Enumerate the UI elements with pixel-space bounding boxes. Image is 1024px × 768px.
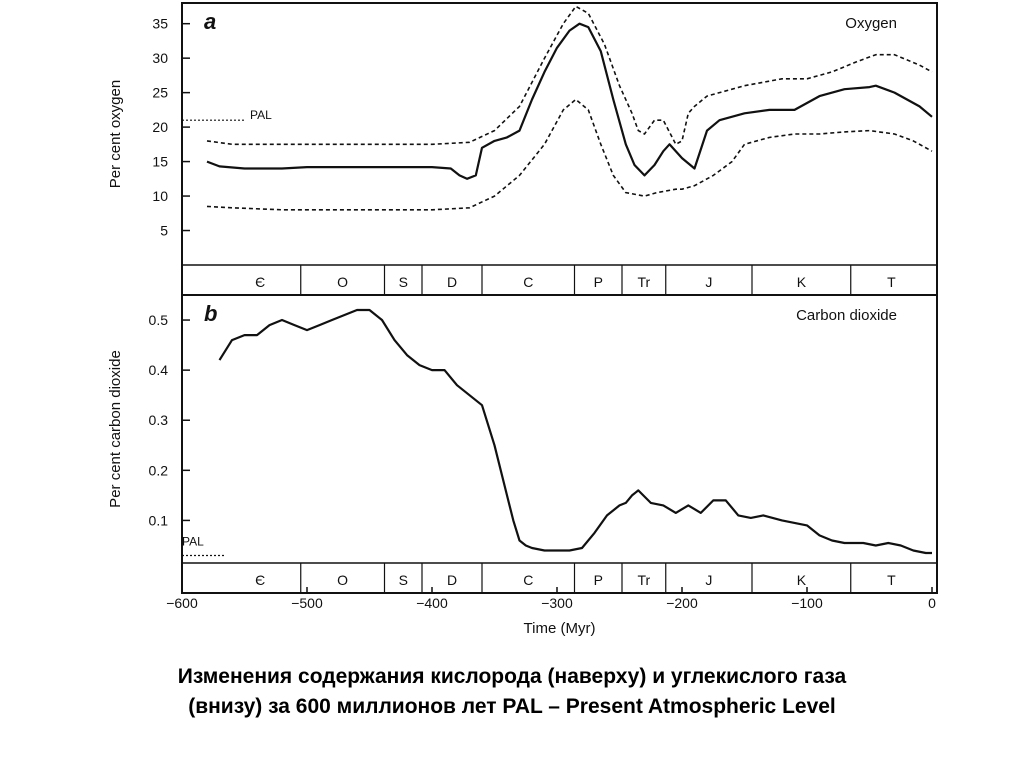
x-tick-label: 0	[928, 595, 936, 611]
period-label: Tr	[638, 572, 651, 588]
period-label: Є	[255, 572, 265, 588]
y-tick-label: 0.5	[149, 312, 169, 328]
y-tick-label: 30	[152, 50, 168, 66]
period-label: Tr	[638, 274, 651, 290]
period-label: O	[337, 572, 348, 588]
period-label: D	[447, 572, 457, 588]
y-tick-label: 25	[152, 85, 168, 101]
panel-letter: b	[204, 301, 217, 326]
series-line-main	[218, 308, 932, 555]
chart-svg: 5 10 15 20 25 30 35 Per cent oxygen a Oxygen Є O S D C…	[107, 2, 938, 637]
period-label: O	[337, 274, 348, 290]
panel-frame	[181, 294, 938, 594]
x-axis-label: Time (Myr)	[524, 620, 596, 637]
period-label: T	[887, 572, 896, 588]
y-axis-label: Per cent carbon dioxide	[107, 350, 124, 508]
figure: 5 10 15 20 25 30 35 Per cent oxygen a Oxygen Є O S D C…	[107, 2, 938, 637]
pal-label: PAL	[250, 108, 272, 122]
y-tick-label: 0.1	[149, 512, 169, 528]
panel-a: 5 10 15 20 25 30 35 Per cent oxygen a Oxygen Є O S D C…	[107, 2, 938, 296]
y-tick-label: 5	[160, 223, 168, 239]
pal-label: PAL	[182, 534, 204, 548]
period-label: K	[797, 274, 807, 290]
panel-frame	[181, 2, 938, 296]
period-label: P	[594, 572, 603, 588]
period-label: K	[797, 572, 807, 588]
panel-title: Carbon dioxide	[796, 307, 897, 324]
period-label: C	[523, 274, 533, 290]
period-label: Є	[255, 274, 265, 290]
panel-letter: a	[204, 9, 216, 34]
period-label: C	[523, 572, 533, 588]
series-line-bound-1	[206, 5, 933, 146]
caption-line-1: Изменения содержания кислорода (наверху)…	[177, 665, 847, 688]
panel-title: Oxygen	[845, 15, 897, 32]
period-label: D	[447, 274, 457, 290]
x-tick-label: −300	[541, 595, 573, 611]
period-label: S	[399, 572, 408, 588]
x-tick-label: −600	[166, 595, 198, 611]
period-label: T	[887, 274, 896, 290]
caption-line-2: (внизу) за 600 миллионов лет PAL – Prese…	[188, 695, 836, 718]
period-label: J	[705, 572, 712, 588]
y-tick-label: 0.3	[149, 412, 169, 428]
period-label: P	[594, 274, 603, 290]
x-tick-label: −400	[416, 595, 448, 611]
y-tick-label: 15	[152, 154, 168, 170]
y-tick-label: 0.2	[149, 462, 169, 478]
period-label: S	[399, 274, 408, 290]
series-line-main	[206, 22, 933, 180]
caption: Изменения содержания кислорода (наверху)…	[0, 662, 1024, 722]
y-axis-label: Per cent oxygen	[107, 80, 124, 188]
series-line-bound-2	[206, 98, 933, 211]
panel-b: 0.1 0.2 0.3 0.4 0.5 Per cent carbon dioxide b C…	[107, 294, 938, 637]
y-tick-label: 20	[152, 119, 168, 135]
period-label: J	[705, 274, 712, 290]
y-tick-label: 10	[152, 188, 168, 204]
y-tick-label: 35	[152, 16, 168, 32]
y-tick-label: 0.4	[149, 362, 169, 378]
x-tick-label: −200	[666, 595, 698, 611]
x-tick-label: −500	[291, 595, 323, 611]
x-tick-label: −100	[791, 595, 823, 611]
